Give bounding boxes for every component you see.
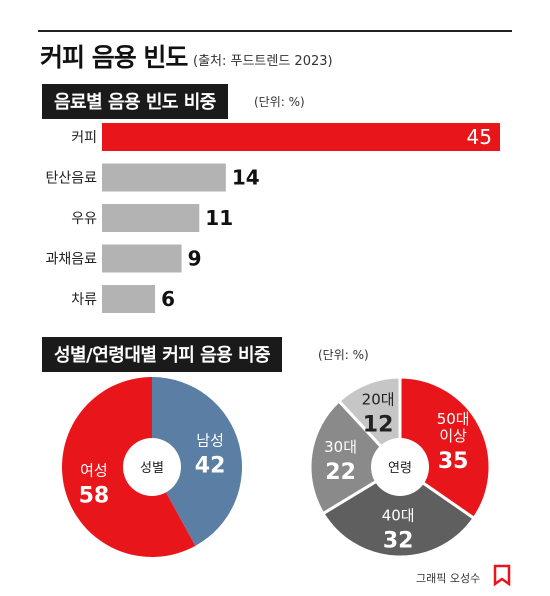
bar-0 xyxy=(102,123,500,151)
pie-slice-value: 32 xyxy=(383,528,414,553)
svg-text:40대: 40대 xyxy=(382,506,415,524)
pie-slice-label: 20대 xyxy=(362,391,395,409)
bar-value-label: 11 xyxy=(205,206,233,230)
pie-section-unit: (단위: %) xyxy=(318,348,369,362)
bar-chart-unit: (단위: %) xyxy=(254,95,305,109)
pie-slice-value: 12 xyxy=(363,413,394,438)
pie-slice-label: 남성 xyxy=(196,432,224,450)
bar-chart: 커피 45 탄산음료 14 우유 11 과채음료 9 차류 6 xyxy=(45,123,500,313)
donut-hole xyxy=(371,438,429,496)
svg-text:50대: 50대 xyxy=(437,410,470,428)
bar-value-label: 9 xyxy=(188,247,202,271)
pie-slice-label: 여성 xyxy=(80,461,108,479)
pie-slice-0-0 xyxy=(152,377,242,546)
pie-slice-1-2 xyxy=(308,398,403,516)
svg-text:20대: 20대 xyxy=(362,391,395,409)
source-note: (출처: 푸드트렌드 2023) xyxy=(193,54,333,69)
pie-slice-value: 35 xyxy=(438,449,469,474)
donut-hole xyxy=(123,438,181,496)
pie-slice-value: 22 xyxy=(325,460,356,485)
pie-slice-label: 30대 xyxy=(324,438,357,456)
pie-slice-value: 42 xyxy=(195,454,226,479)
bar-value-label: 14 xyxy=(232,166,260,190)
bar-value-label: 6 xyxy=(161,287,175,311)
bar-4 xyxy=(102,285,156,313)
pie-slice-value: 58 xyxy=(79,483,110,508)
pie-section-title: 성별/연령대별 커피 음용 비중 xyxy=(42,337,283,372)
publisher-logo-icon xyxy=(493,564,511,586)
bar-value-label: 45 xyxy=(467,125,492,149)
bar-category-label: 탄산음료 xyxy=(45,171,97,187)
top-rule xyxy=(38,30,512,32)
bar-category-label: 우유 xyxy=(71,211,97,227)
donut-center-label: 성별 xyxy=(140,461,164,476)
donut-center-label: 연령 xyxy=(388,461,412,476)
pie-slice-1-1 xyxy=(320,465,477,559)
bar-chart-title: 음료별 음용 빈도 비중 xyxy=(42,84,228,119)
bar-3 xyxy=(102,244,182,273)
svg-text:남성: 남성 xyxy=(196,432,224,450)
bar-category-label: 차류 xyxy=(71,292,97,308)
svg-text:30대: 30대 xyxy=(324,438,357,456)
bar-category-label: 과채음료 xyxy=(45,252,97,268)
bar-1 xyxy=(102,163,226,192)
bar-2 xyxy=(102,204,200,232)
pie-slice-label: 40대 xyxy=(382,506,415,524)
bar-category-label: 커피 xyxy=(71,130,97,146)
pie-slice-1-0 xyxy=(398,375,492,521)
svg-text:이상: 이상 xyxy=(439,427,467,445)
svg-text:여성: 여성 xyxy=(80,461,108,479)
graphic-credit: 그래픽 오성수 xyxy=(416,572,481,585)
page-title: 커피 음용 빈도 xyxy=(40,43,188,72)
